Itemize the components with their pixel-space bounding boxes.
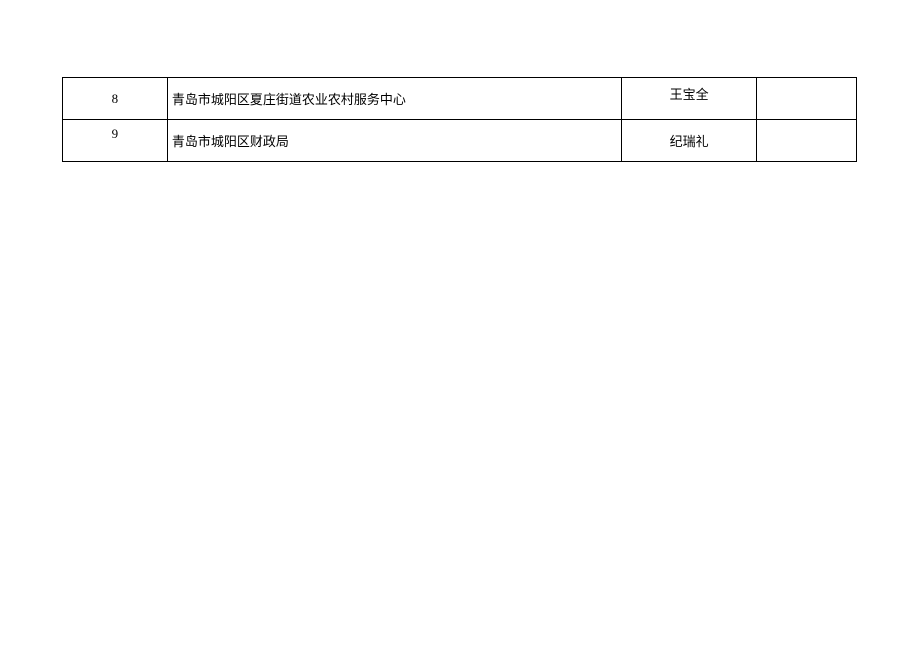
cell-index: 8 [63, 78, 168, 120]
cell-org: 青岛市城阳区财政局 [167, 120, 621, 162]
table-row: 8 青岛市城阳区夏庄街道农业农村服务中心 王宝全 [63, 78, 857, 120]
cell-name: 王宝全 [622, 78, 757, 120]
table-container: 8 青岛市城阳区夏庄街道农业农村服务中心 王宝全 9 青岛市城阳区财政局 纪瑞礼 [62, 77, 857, 162]
cell-empty [757, 78, 857, 120]
cell-org: 青岛市城阳区夏庄街道农业农村服务中心 [167, 78, 621, 120]
table-row: 9 青岛市城阳区财政局 纪瑞礼 [63, 120, 857, 162]
data-table: 8 青岛市城阳区夏庄街道农业农村服务中心 王宝全 9 青岛市城阳区财政局 纪瑞礼 [62, 77, 857, 162]
cell-name: 纪瑞礼 [622, 120, 757, 162]
cell-empty [757, 120, 857, 162]
cell-index: 9 [63, 120, 168, 162]
